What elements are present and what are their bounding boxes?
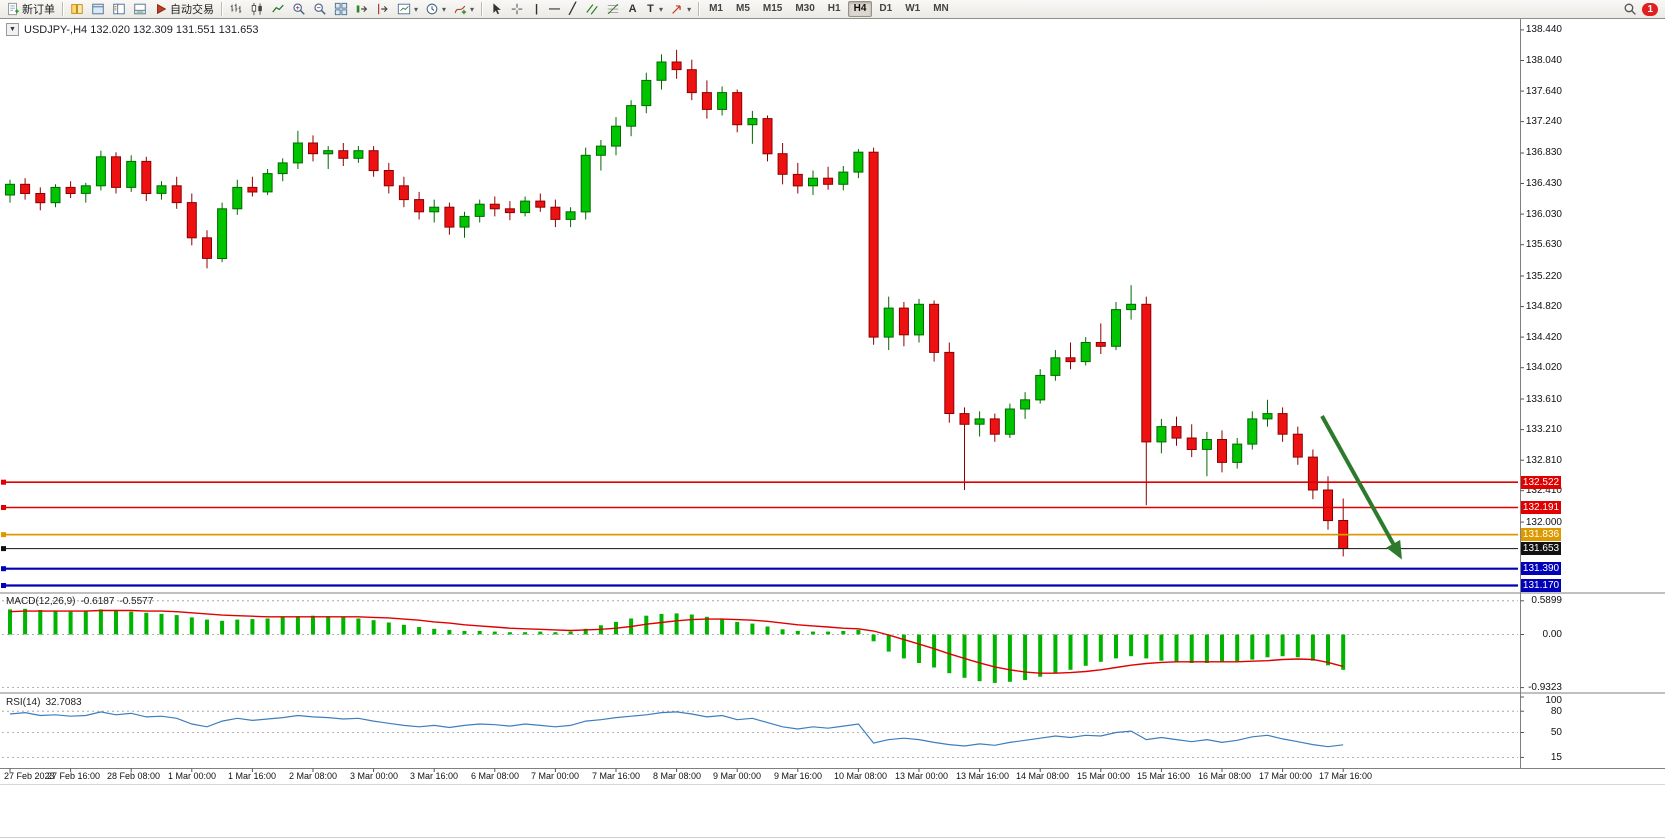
- toolbar-separator: [221, 2, 222, 16]
- crosshair-icon: [510, 2, 524, 16]
- timeframe-m30-button[interactable]: M30: [795, 3, 815, 14]
- indicators-dropdown-icon[interactable]: ▾: [470, 4, 475, 14]
- arrow-objects-dropdown-icon[interactable]: ▾: [687, 4, 692, 14]
- new-chart-button[interactable]: ▾: [394, 0, 421, 18]
- chart-title-bar: ▼ USDJPY-,H4 132.020 132.309 131.551 131…: [6, 23, 258, 36]
- horizontal-line-button[interactable]: —: [546, 0, 563, 18]
- time-scale[interactable]: [0, 769, 1520, 785]
- macd-label: MACD(12,26,9) -0.6187 -0.5577: [6, 596, 158, 607]
- timeframe-m1-button[interactable]: M1: [709, 3, 723, 14]
- crosshair-button[interactable]: [507, 0, 527, 18]
- timeframe-h1-button[interactable]: H1: [827, 3, 841, 14]
- navigator-button[interactable]: [109, 0, 129, 18]
- trend-arrow-annotation[interactable]: [1320, 415, 1402, 560]
- zoom-out-icon: [313, 2, 327, 16]
- new-chart-dropdown-icon[interactable]: ▾: [414, 4, 419, 14]
- navigator-icon: [112, 2, 126, 16]
- panel-borders: [0, 19, 1665, 785]
- vertical-line-button[interactable]: |: [528, 0, 545, 18]
- data-window-button[interactable]: [88, 0, 108, 18]
- indicators-icon: [453, 2, 467, 16]
- horizontal-price-lines[interactable]: [1, 479, 1518, 588]
- text-label-button[interactable]: T ▾: [642, 0, 666, 18]
- autotrading-icon: [154, 2, 168, 16]
- data-window-icon: [91, 2, 105, 16]
- auto-scroll-icon: [355, 2, 369, 16]
- line-chart-button[interactable]: [268, 0, 288, 18]
- autotrading-label: 自动交易: [170, 4, 214, 16]
- bar-chart-button[interactable]: [226, 0, 246, 18]
- line-chart-icon: [271, 2, 285, 16]
- trend-line-button[interactable]: ╱: [564, 0, 581, 18]
- new-chart-icon: [397, 2, 411, 16]
- trend-line-icon: ╱: [569, 3, 576, 15]
- macd-value: -0.6187: [80, 596, 115, 607]
- rsi-value: 32.7083: [45, 697, 82, 708]
- vertical-line-icon: |: [535, 3, 539, 15]
- bar-chart-icon: [229, 2, 243, 16]
- timeframe-m5-button[interactable]: M5: [735, 3, 750, 14]
- timeframe-h4-button[interactable]: H4: [847, 1, 873, 17]
- tile-windows-icon: [334, 2, 348, 16]
- timeframe-mn-button[interactable]: MN: [933, 3, 949, 14]
- auto-scroll-button[interactable]: [352, 0, 372, 18]
- rsi-indicator: [2, 710, 1518, 758]
- chart-shift-icon: [376, 2, 390, 16]
- macd-signal-value: -0.5577: [119, 596, 154, 607]
- equidistant-channel-button[interactable]: [582, 0, 602, 18]
- toolbar-separator: [481, 2, 483, 16]
- periods-button[interactable]: ▾: [422, 0, 449, 18]
- terminal-icon: [133, 2, 147, 16]
- autotrading-button[interactable]: 自动交易: [151, 0, 217, 18]
- periods-dropdown-icon[interactable]: ▾: [442, 4, 447, 14]
- toolbar-separator: [62, 2, 63, 16]
- notification-badge[interactable]: 1: [1642, 2, 1658, 16]
- arrow-objects-button[interactable]: ▾: [667, 0, 694, 18]
- charts-profile-icon: [70, 2, 84, 16]
- timeframe-w1-button[interactable]: W1: [905, 3, 921, 14]
- text-button[interactable]: A: [624, 0, 641, 18]
- toolbar-separator: [698, 2, 700, 16]
- equidistant-channel-icon: [585, 2, 599, 16]
- fibonacci-retracement-button[interactable]: [603, 0, 623, 18]
- new-order-button[interactable]: 新订单: [3, 0, 58, 18]
- cursor-icon: [489, 2, 503, 16]
- timeframe-m15-button[interactable]: M15: [762, 3, 783, 14]
- new-order-label: 新订单: [22, 4, 55, 16]
- chart-shift-button[interactable]: [373, 0, 393, 18]
- candlestick-chart-button[interactable]: [247, 0, 267, 18]
- chart-menu-icon[interactable]: ▼: [6, 23, 19, 36]
- chart-title: USDJPY-,H4 132.020 132.309 131.551 131.6…: [24, 23, 259, 36]
- timeframe-d1-button[interactable]: D1: [879, 3, 893, 14]
- horizontal-line-icon: —: [549, 3, 561, 15]
- arrow-objects-icon: [670, 2, 684, 16]
- zoom-in-icon: [292, 2, 306, 16]
- rsi-label: RSI(14) 32.7083: [6, 697, 87, 708]
- text-label-icon: T: [647, 3, 654, 15]
- tile-windows-button[interactable]: [331, 0, 351, 18]
- indicators-button[interactable]: ▾: [450, 0, 477, 18]
- terminal-button[interactable]: [130, 0, 150, 18]
- rsi-name: RSI(14): [6, 697, 41, 708]
- main-toolbar: 1 新订单 自动交易 ▾ ▾ ▾ | — ╱ A T ▾ ▾ M1 M5 M15 M30 H1 H4 D1 W1 MN: [0, 0, 1665, 19]
- text-label-dropdown-icon[interactable]: ▾: [659, 4, 664, 14]
- macd-indicator: [2, 600, 1518, 688]
- new-order-icon: [6, 2, 20, 16]
- search-icon[interactable]: [1623, 2, 1637, 16]
- zoom-in-button[interactable]: [289, 0, 309, 18]
- candlestick-series: [5, 49, 1349, 557]
- periods-icon: [425, 2, 439, 16]
- text-icon: A: [628, 3, 637, 15]
- zoom-out-button[interactable]: [310, 0, 330, 18]
- toolbar-right-group: 1: [1623, 2, 1658, 16]
- macd-name: MACD(12,26,9): [6, 596, 76, 607]
- fibonacci-retracement-icon: [606, 2, 620, 16]
- price-scale[interactable]: [1521, 19, 1581, 769]
- charts-profile-button[interactable]: [67, 0, 87, 18]
- candlestick-chart-icon: [250, 2, 264, 16]
- cursor-button[interactable]: [486, 0, 506, 18]
